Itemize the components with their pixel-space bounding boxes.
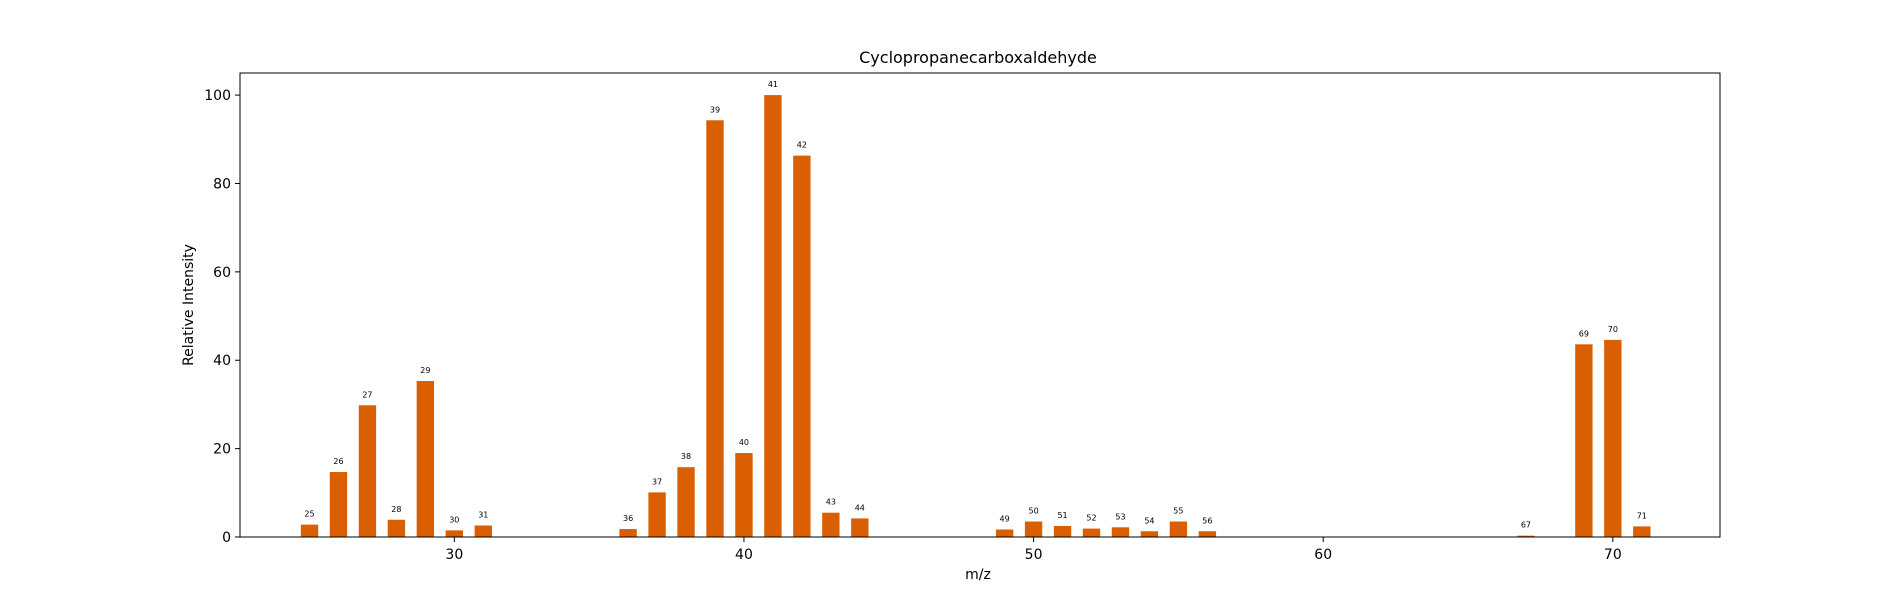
bar-label-mz-54: 54 xyxy=(1144,516,1154,525)
x-axis-ticks: 30 40 50 60 70 xyxy=(445,537,1622,563)
bar-mz-40 xyxy=(735,453,753,537)
y-tick-label: 60 xyxy=(213,265,231,281)
bar-label-mz-52: 52 xyxy=(1086,514,1096,523)
bar-label-mz-53: 53 xyxy=(1115,512,1125,521)
y-tick-label: 20 xyxy=(213,442,231,458)
x-tick-label: 60 xyxy=(1314,547,1332,563)
x-axis-label: m/z xyxy=(965,567,991,583)
plot-frame xyxy=(239,72,1721,538)
bar-mz-56 xyxy=(1198,531,1217,537)
bar-mz-26 xyxy=(329,472,348,537)
bar-label-mz-40: 40 xyxy=(739,438,749,447)
y-tick-label: 80 xyxy=(213,176,231,192)
bar-label-mz-50: 50 xyxy=(1028,507,1038,516)
bar-label-mz-67: 67 xyxy=(1521,521,1531,530)
bar-mz-69 xyxy=(1575,344,1593,537)
bar-label-mz-71: 71 xyxy=(1637,511,1647,520)
bar-mz-55 xyxy=(1169,521,1188,537)
bar-mz-30 xyxy=(445,530,464,537)
bar-label-mz-56: 56 xyxy=(1202,516,1212,525)
bars-layer xyxy=(300,95,1651,537)
bar-mz-54 xyxy=(1140,531,1159,537)
bar-mz-29 xyxy=(416,381,435,537)
bar-label-mz-29: 29 xyxy=(420,366,430,375)
bar-label-mz-37: 37 xyxy=(652,477,662,486)
bar-mz-27 xyxy=(358,405,377,537)
bar-mz-39 xyxy=(706,120,724,537)
bar-mz-38 xyxy=(677,467,695,537)
bar-label-mz-42: 42 xyxy=(797,141,807,150)
bar-mz-37 xyxy=(648,492,666,537)
y-axis-label: Relative Intensity xyxy=(181,244,197,366)
bar-label-mz-70: 70 xyxy=(1608,325,1618,334)
bar-label-mz-28: 28 xyxy=(391,505,401,514)
bar-mz-52 xyxy=(1082,528,1101,537)
bar-label-mz-51: 51 xyxy=(1057,511,1067,520)
bar-mz-43 xyxy=(822,512,840,537)
bar-mz-70 xyxy=(1604,339,1622,537)
bar-mz-36 xyxy=(619,529,637,537)
bar-label-mz-55: 55 xyxy=(1173,507,1183,516)
bar-label-mz-36: 36 xyxy=(623,514,633,523)
bar-label-mz-39: 39 xyxy=(710,105,720,114)
bar-label-mz-27: 27 xyxy=(362,390,372,399)
bar-label-mz-43: 43 xyxy=(826,498,836,507)
bar-mz-31 xyxy=(474,525,492,537)
x-tick-label: 30 xyxy=(445,547,463,563)
bar-label-mz-31: 31 xyxy=(478,511,488,520)
bar-label-mz-49: 49 xyxy=(1000,514,1010,523)
bar-mz-49 xyxy=(995,529,1014,537)
bar-label-mz-41: 41 xyxy=(768,80,778,89)
x-tick-label: 50 xyxy=(1025,547,1043,563)
chart-title: Cyclopropanecarboxaldehyde xyxy=(859,48,1097,67)
bar-mz-50 xyxy=(1024,521,1043,537)
bar-mz-42 xyxy=(793,155,811,537)
bar-mz-28 xyxy=(387,519,406,537)
bar-label-mz-30: 30 xyxy=(449,515,459,524)
bar-mz-53 xyxy=(1111,527,1130,537)
y-tick-label: 40 xyxy=(213,353,231,369)
bar-mz-44 xyxy=(851,518,869,537)
x-tick-label: 70 xyxy=(1604,547,1622,563)
bar-label-mz-44: 44 xyxy=(855,503,865,512)
y-tick-label: 0 xyxy=(222,530,231,546)
bar-mz-25 xyxy=(300,524,319,537)
bar-mz-41 xyxy=(764,95,782,537)
bar-labels-layer: 25 26 27 28 29 30 31 36 37 38 39 40 41 42 43 44 49 50 51 52… xyxy=(304,80,1646,530)
y-tick-label: 100 xyxy=(204,88,231,104)
bar-mz-71 xyxy=(1633,526,1651,537)
bar-mz-51 xyxy=(1053,525,1072,537)
bar-label-mz-26: 26 xyxy=(333,457,343,466)
x-tick-label: 40 xyxy=(735,547,753,563)
y-axis-ticks: 0 20 40 60 80 100 xyxy=(204,88,240,546)
bar-label-mz-38: 38 xyxy=(681,452,691,461)
bar-label-mz-69: 69 xyxy=(1579,329,1589,338)
bar-mz-67 xyxy=(1517,535,1535,537)
bar-label-mz-25: 25 xyxy=(304,510,314,519)
